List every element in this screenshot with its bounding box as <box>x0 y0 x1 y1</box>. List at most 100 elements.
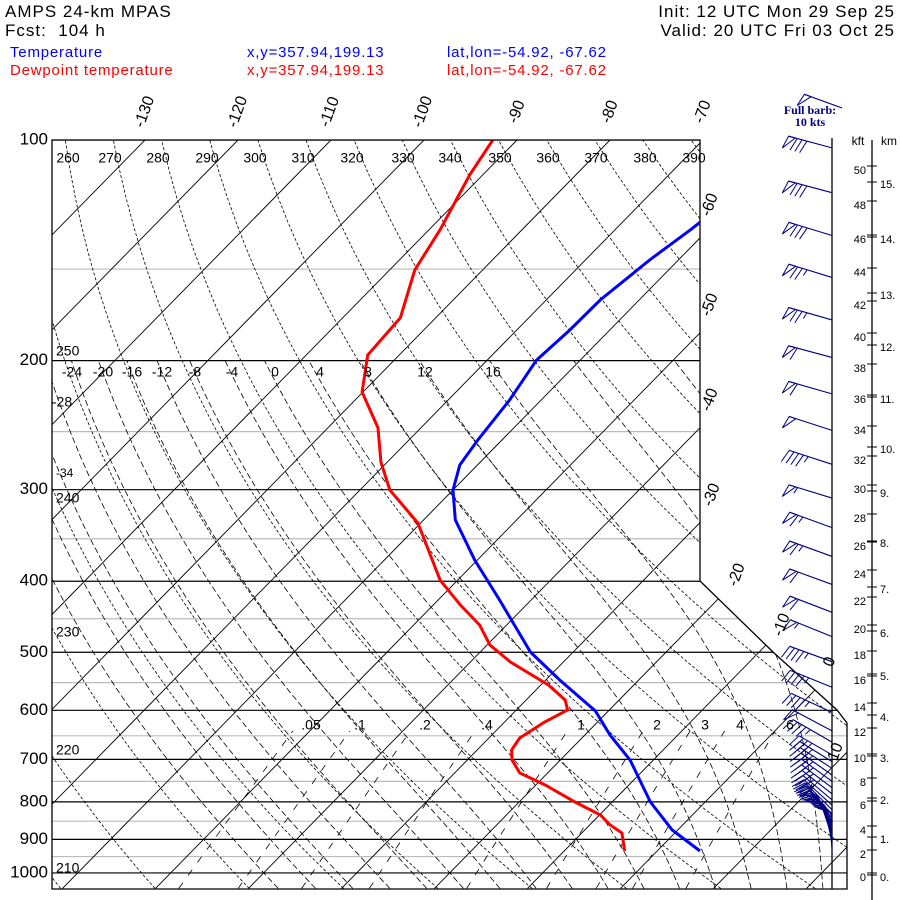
pressure-label: 100 <box>20 129 48 148</box>
barb-staff <box>801 764 833 789</box>
mixing-ratio-line <box>595 730 691 889</box>
moist-adiabat-label: -16 <box>122 364 142 380</box>
barb-full <box>789 347 798 360</box>
barb-full <box>799 140 808 153</box>
barb-full <box>794 311 803 324</box>
mixing-ratio-line <box>178 730 294 889</box>
barb-staff <box>804 782 833 811</box>
barb-staff <box>802 775 833 801</box>
dry-adiabat-label: 240 <box>56 490 80 506</box>
kft-label: 50 <box>854 165 866 177</box>
pressure-label: 1000 <box>10 862 48 881</box>
barb-full <box>782 719 794 730</box>
moist-adiabat <box>489 360 788 889</box>
wind-barb <box>781 645 833 663</box>
moist-adiabat <box>789 360 847 889</box>
barb-full <box>813 805 827 809</box>
moist-adiabat-label: 0 <box>271 364 279 380</box>
moist-adiabat <box>52 360 354 889</box>
dry-adiabat-label: 250 <box>56 343 80 359</box>
isotherm <box>52 140 146 889</box>
kft-label: 10 <box>854 753 866 765</box>
wind-barb <box>817 807 833 850</box>
barb-half <box>798 516 804 523</box>
temperature-profile <box>451 140 772 853</box>
kft-label: 38 <box>854 363 866 375</box>
kft-label: 24 <box>854 569 866 581</box>
dry-adiabat-label: 270 <box>98 150 122 166</box>
barb-pennant <box>781 415 797 429</box>
plot-border <box>51 139 848 890</box>
barb-full <box>789 571 799 584</box>
moist-adiabat-label: 12 <box>417 364 433 380</box>
moist-adiabat-label: -8 <box>189 364 202 380</box>
barb-full <box>804 795 818 798</box>
barb-pennant <box>781 221 797 235</box>
km-label: 3. <box>880 753 889 765</box>
barb-full <box>790 758 802 768</box>
dry-adiabat-label: 330 <box>391 150 415 166</box>
barb-staff <box>789 449 833 465</box>
mixing-ratio-line <box>546 730 644 889</box>
isotherm <box>713 140 847 889</box>
barb-full <box>805 798 820 800</box>
mixing-ratio-line <box>301 730 411 889</box>
isotherm-label: -50 <box>698 291 722 319</box>
wind-barb <box>781 415 833 431</box>
kft-label: 12 <box>854 727 866 739</box>
moist-adiabat <box>418 360 752 889</box>
dry-adiabat-label: 310 <box>291 150 315 166</box>
moist-adiabat-label: -12 <box>152 364 172 380</box>
kft-label: 40 <box>854 332 866 344</box>
barb-full <box>789 309 798 322</box>
barb-staff <box>799 747 833 769</box>
barb-full <box>797 790 811 796</box>
barb-full <box>795 788 809 794</box>
wind-barb <box>782 568 833 585</box>
isotherm-label: -90 <box>505 98 529 126</box>
isotherm-label: -110 <box>316 94 343 129</box>
km-label: 0. <box>880 872 889 884</box>
km-label: 14. <box>880 234 895 246</box>
mixing-ratio-label: 6 <box>786 717 794 733</box>
barb-full <box>789 138 798 151</box>
wind-barb <box>781 692 833 713</box>
diagram-frame <box>51 138 877 900</box>
isotherm-label: -120 <box>224 94 251 130</box>
barb-full <box>791 779 805 788</box>
barb-pennant <box>796 93 813 106</box>
wind-barb <box>781 380 833 396</box>
km-label: 7. <box>880 584 889 596</box>
km-label: 2. <box>880 795 889 807</box>
dry-adiabat-label: 230 <box>56 624 80 640</box>
barb-full <box>794 226 803 239</box>
kft-label: 2 <box>860 849 866 861</box>
barb-staff <box>803 779 833 806</box>
barb-full <box>790 770 803 779</box>
isotherm <box>52 140 425 889</box>
barb-full <box>795 782 808 791</box>
wind-barb <box>781 221 833 240</box>
barb-half <box>802 269 808 276</box>
kft-title: kft <box>852 134 865 148</box>
barb-pennant <box>781 263 797 277</box>
km-label: 10. <box>880 444 895 456</box>
kft-label: 34 <box>854 425 866 437</box>
barb-pennant <box>781 380 797 394</box>
dry-adiabat <box>64 140 533 889</box>
mixing-ratio-label: .05 <box>301 717 321 733</box>
mixing-ratio-line <box>237 730 351 889</box>
wind-barb <box>783 709 833 732</box>
barb-staff <box>798 735 833 756</box>
barb-full <box>817 807 831 813</box>
isotherm <box>62 140 797 889</box>
km-label: 8. <box>880 538 889 550</box>
barb-legend-line2: 10 kts <box>795 115 826 129</box>
kft-label: 46 <box>854 234 866 246</box>
barb-full <box>781 670 791 682</box>
dry-adiabat-label: 350 <box>488 150 512 166</box>
barb-half <box>804 677 810 684</box>
km-label: 11. <box>880 394 894 406</box>
wind-barb <box>781 306 833 324</box>
kft-label: 22 <box>854 596 866 608</box>
